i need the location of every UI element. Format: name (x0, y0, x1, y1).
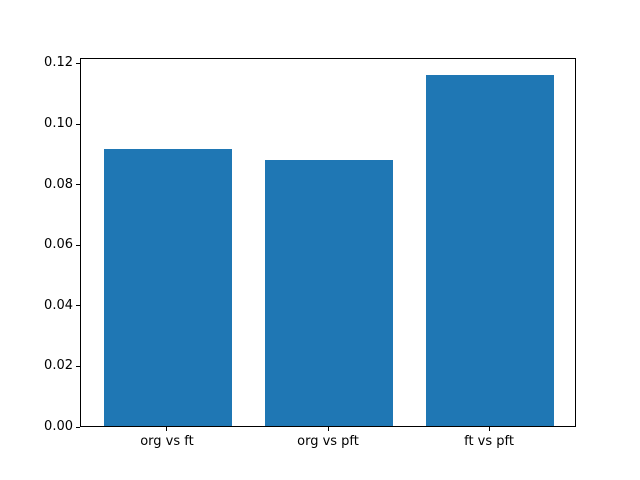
plot-area (80, 58, 576, 427)
y-tick-mark (76, 305, 80, 307)
y-tick-mark (76, 365, 80, 367)
bar-ft-vs-pft (425, 74, 555, 426)
y-tick-mark (76, 426, 80, 428)
x-tick-label: ft vs pft (464, 434, 514, 449)
y-tick-mark (76, 62, 80, 64)
y-tick-mark (76, 123, 80, 125)
y-tick-label: 0.04 (44, 297, 73, 313)
x-tick-label: org vs ft (140, 434, 194, 449)
y-tick-label: 0.10 (44, 116, 73, 132)
bar-org-vs-ft (103, 148, 233, 426)
x-tick-mark (166, 427, 168, 431)
bar-org-vs-pft (264, 159, 394, 426)
x-tick-label: org vs pft (297, 434, 359, 449)
y-tick-label: 0.00 (44, 419, 73, 434)
y-tick-label: 0.08 (44, 176, 73, 192)
y-tick-label: 0.06 (44, 237, 73, 253)
y-tick-label: 0.02 (44, 358, 73, 374)
x-tick-mark (488, 427, 490, 431)
y-tick-label: 0.12 (44, 55, 73, 71)
y-tick-mark (76, 244, 80, 246)
y-tick-mark (76, 184, 80, 186)
x-tick-mark (327, 427, 329, 431)
